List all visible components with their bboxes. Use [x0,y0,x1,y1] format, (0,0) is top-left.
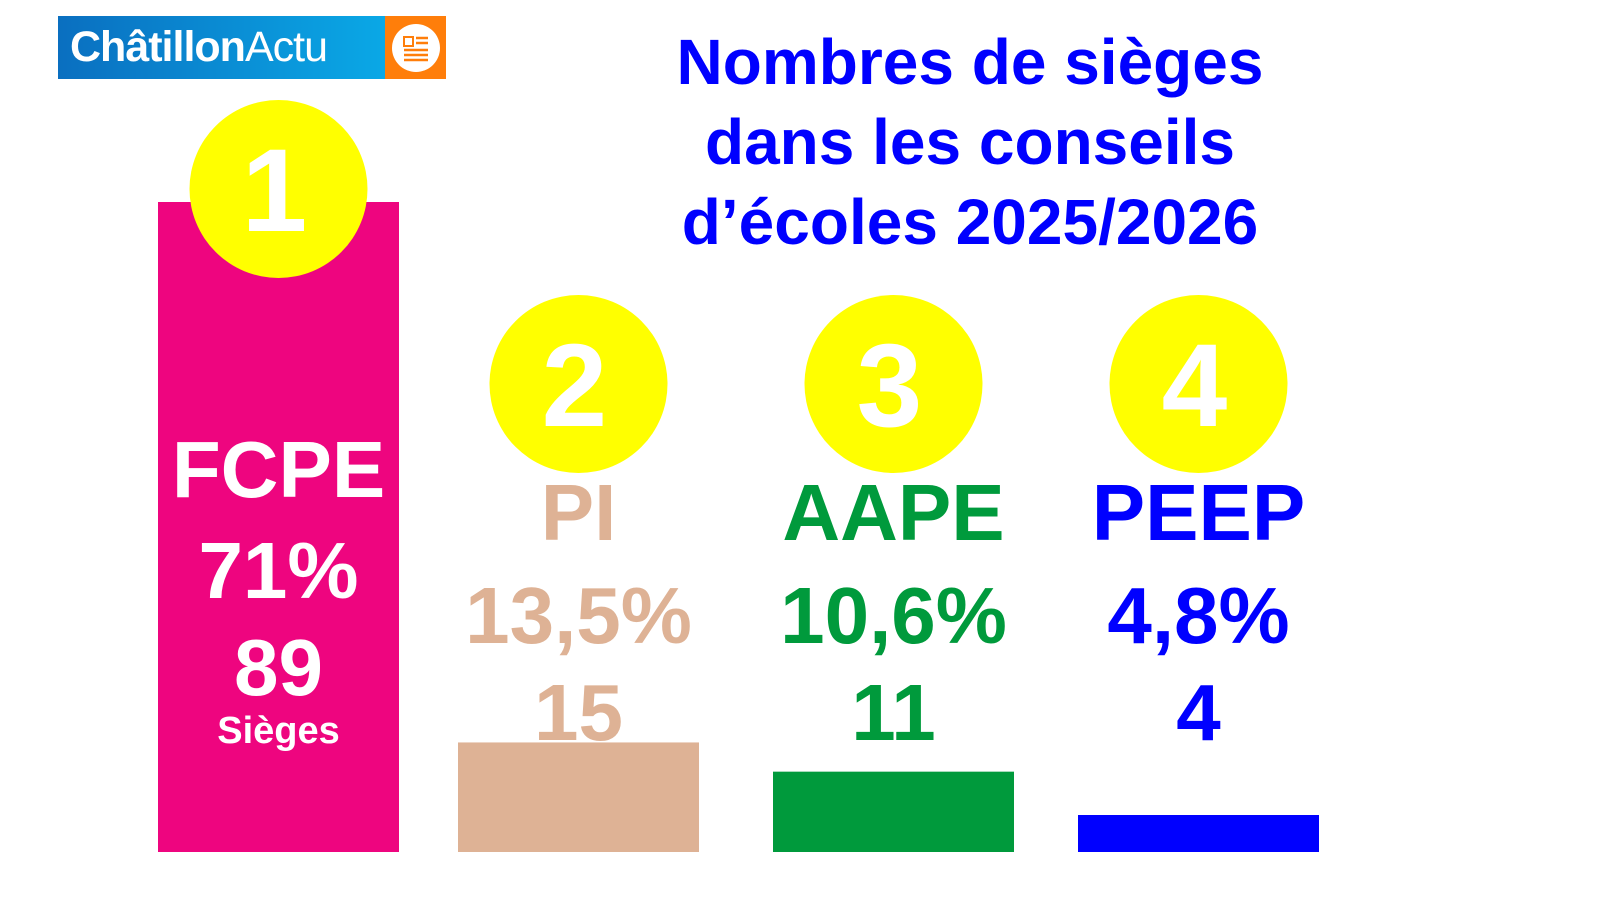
seats-unit-label: Sièges [217,710,340,752]
chatillonactu-logo: ChâtillonActu [58,16,446,79]
rank-label: 3 [857,320,923,452]
logo-text-actu: Actu [244,23,328,71]
bar-peep [1078,815,1319,852]
percent-label: 4,8% [1107,571,1289,660]
title-line: dans les conseils [704,106,1236,178]
seats-value: 15 [534,668,623,757]
bar-fcpe [158,202,399,852]
rank-circle [189,100,368,278]
chart-title: Nombres de sièges dans les conseils d’éc… [620,22,1320,262]
percent-label: 71% [198,526,358,615]
rank-circle [1109,295,1288,473]
bar-pi [458,742,699,852]
rank-circle [489,295,668,473]
rank-label: 2 [542,320,608,452]
seats-value: 89 [234,623,323,712]
logo-text-chatillon: Châtillon [70,23,246,71]
seats-value: 4 [1176,668,1221,757]
category-label: PI [541,468,617,557]
category-label: AAPE [782,468,1004,557]
category-label: FCPE [172,425,385,514]
title-line: Nombres de sièges [676,26,1264,98]
title-line: d’écoles 2025/2026 [681,186,1259,258]
rank-label: 1 [242,125,308,257]
percent-label: 10,6% [780,571,1007,660]
bar-aape [773,771,1014,852]
rank-circle [804,295,983,473]
seats-value: 11 [851,668,936,757]
newspaper-icon [391,23,440,72]
category-label: PEEP [1092,468,1305,557]
percent-label: 13,5% [465,571,692,660]
rank-label: 4 [1162,320,1228,452]
